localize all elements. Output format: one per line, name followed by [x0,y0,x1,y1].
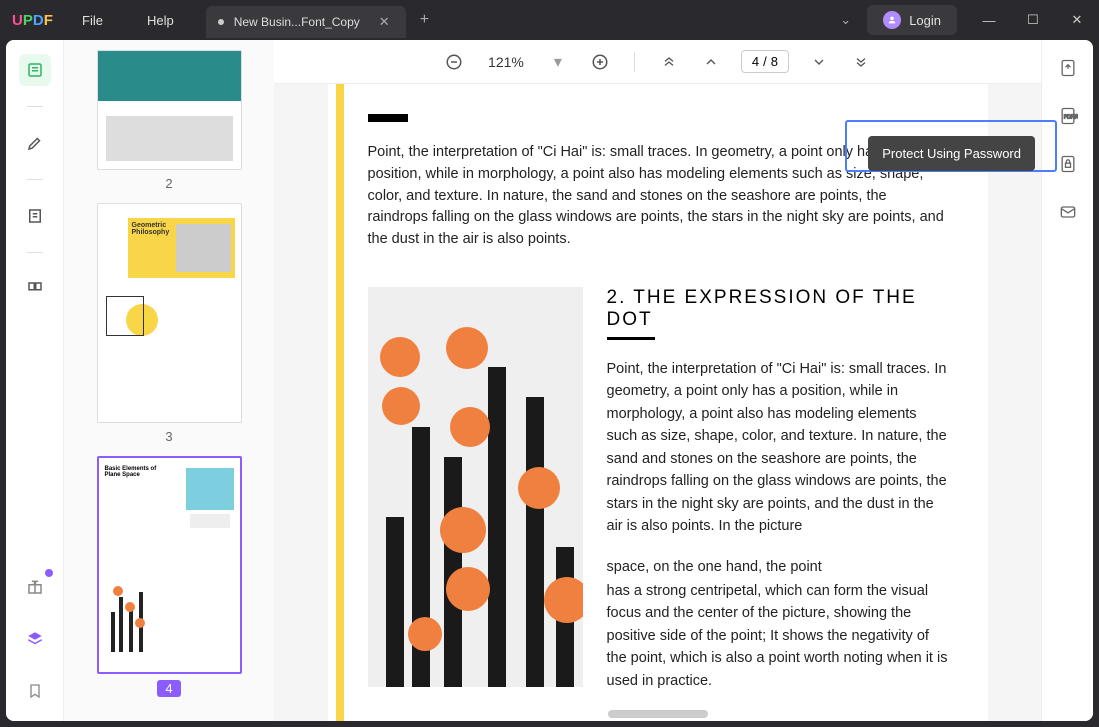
logo-p: P [23,12,33,29]
tab-title: New Busin...Font_Copy [234,15,375,29]
rail-divider [27,252,43,253]
logo-d: D [33,12,44,29]
avatar-icon [883,11,901,29]
thumbnail[interactable]: 2 [97,50,242,191]
page-sep: / [763,54,767,69]
window-controls: — ☐ ✕ [967,0,1099,40]
minimize-button[interactable]: — [967,0,1011,40]
paragraph: Point, the interpretation of "Ci Hai" is… [368,142,948,251]
tooltip: Protect Using Password [868,136,1035,171]
paragraph: Point, the interpretation of "Ci Hai" is… [607,358,948,538]
reader-mode-icon[interactable] [19,54,51,86]
new-tab-button[interactable]: + [406,11,443,29]
gift-icon[interactable] [19,571,51,603]
menu-file[interactable]: File [60,13,125,28]
layers-icon[interactable] [19,623,51,655]
logo-f: F [44,12,53,29]
main-area: 2 GeometricPhilosophy 3 Basic Elements o… [6,40,1093,721]
toolbar-separator [634,52,635,72]
section-heading: 2. THE EXPRESSION OF THE DOT [607,287,948,331]
organize-pages-icon[interactable] [19,273,51,305]
thumbnail[interactable]: Basic Elements ofPlane Space 4 [97,456,242,697]
tab-close-icon[interactable]: ✕ [375,14,394,30]
last-page-icon[interactable] [849,50,873,74]
first-page-icon[interactable] [657,50,681,74]
notification-dot-icon [45,569,53,577]
protect-password-icon[interactable] [1056,152,1080,176]
titlebar: UPDF File Help New Busin...Font_Copy ✕ +… [0,0,1099,40]
current-page: 4 [752,54,759,69]
pdfa-icon[interactable]: PDF/A [1056,104,1080,128]
menu-help[interactable]: Help [125,13,196,28]
login-label: Login [909,13,941,28]
login-button[interactable]: Login [867,5,957,35]
tabs-dropdown-icon[interactable]: ⌄ [824,12,867,28]
right-rail: PDF/A [1041,40,1093,721]
paragraph: has a strong centripetal, which can form… [607,580,948,692]
left-rail [6,40,64,721]
next-page-icon[interactable] [807,50,831,74]
thumb-number: 4 [157,680,180,697]
zoom-level[interactable]: 121% [484,54,528,70]
logo: UPDF [0,12,60,29]
document-page: Point, the interpretation of "Ci Hai" is… [328,84,988,721]
tab-indicator-icon [218,19,224,25]
svg-text:PDF/A: PDF/A [1063,115,1077,121]
section-marker [368,114,408,122]
paragraph: space, on the one hand, the point [607,556,948,578]
prev-page-icon[interactable] [699,50,723,74]
section-image [368,287,583,687]
zoom-in-icon[interactable] [588,50,612,74]
zoom-dropdown-icon[interactable]: ▾ [546,50,570,74]
highlighter-icon[interactable] [19,127,51,159]
page-indicator[interactable]: 4 / 8 [741,50,789,73]
thumbnails-panel: 2 GeometricPhilosophy 3 Basic Elements o… [64,40,274,721]
document-tab[interactable]: New Busin...Font_Copy ✕ [206,6,406,38]
export-icon[interactable] [1056,56,1080,80]
horizontal-scrollbar[interactable] [608,710,708,718]
page-accent-bar [336,84,344,721]
view-toolbar: 121% ▾ 4 / 8 [274,40,1041,84]
close-button[interactable]: ✕ [1055,0,1099,40]
zoom-out-icon[interactable] [442,50,466,74]
edit-text-icon[interactable] [19,200,51,232]
maximize-button[interactable]: ☐ [1011,0,1055,40]
rail-divider [27,179,43,180]
heading-underline [607,337,655,340]
thumb-number: 2 [165,176,172,191]
logo-u: U [12,12,23,29]
rail-divider [27,106,43,107]
thumb-number: 3 [165,429,172,444]
thumbnail[interactable]: GeometricPhilosophy 3 [97,203,242,444]
mail-icon[interactable] [1056,200,1080,224]
bookmark-icon[interactable] [19,675,51,707]
page-scroll[interactable]: Point, the interpretation of "Ci Hai" is… [274,84,1041,721]
total-pages: 8 [771,54,778,69]
